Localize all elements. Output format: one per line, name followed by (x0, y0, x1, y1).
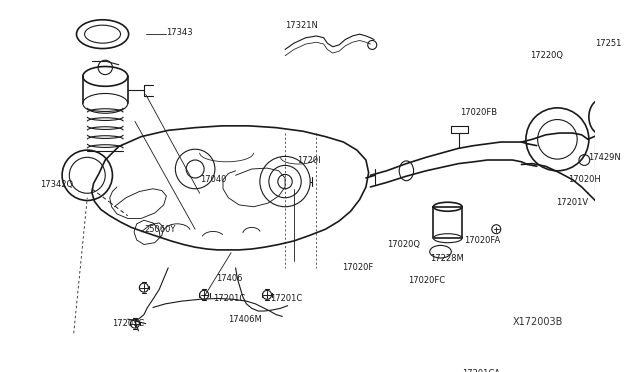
Text: X172003B: X172003B (513, 317, 563, 327)
Text: 17020F: 17020F (342, 263, 373, 272)
Text: 17406: 17406 (216, 274, 243, 283)
Text: 17201V: 17201V (556, 198, 588, 207)
Text: 17406M: 17406M (228, 315, 262, 324)
Text: 17220Q: 17220Q (531, 51, 563, 60)
Text: 1720I: 1720I (297, 155, 321, 164)
Text: 17342Q: 17342Q (40, 180, 73, 189)
Text: 17321N: 17321N (285, 21, 318, 30)
Text: 17020FB: 17020FB (460, 108, 497, 117)
Text: 17201C: 17201C (113, 319, 145, 328)
Text: 17201C: 17201C (213, 294, 245, 303)
Text: 17429N: 17429N (588, 153, 621, 162)
Text: 17251: 17251 (595, 39, 621, 48)
Text: 17343: 17343 (166, 28, 193, 37)
Text: 17040: 17040 (200, 175, 226, 184)
Text: 17020H: 17020H (568, 175, 601, 184)
Text: 17020FC: 17020FC (408, 276, 445, 285)
Text: 17201C: 17201C (269, 294, 302, 303)
Text: 17020Q: 17020Q (387, 240, 420, 249)
Text: 17020FA: 17020FA (464, 236, 500, 246)
Text: 17201CA: 17201CA (462, 369, 500, 372)
Text: 25060Y: 25060Y (144, 225, 175, 234)
Text: 17228M: 17228M (429, 254, 463, 263)
